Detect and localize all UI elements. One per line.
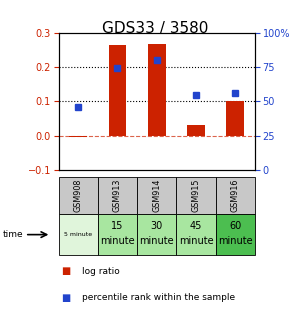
Text: 5 minute: 5 minute [64,232,92,237]
Text: ■: ■ [62,293,71,302]
Bar [69,136,87,137]
Text: minute: minute [218,235,253,246]
Text: GSM908: GSM908 [74,179,83,212]
Text: ■: ■ [62,267,71,276]
Bar [226,101,244,136]
Text: minute: minute [179,235,213,246]
Text: GSM915: GSM915 [192,179,200,212]
Text: percentile rank within the sample: percentile rank within the sample [82,293,235,302]
Text: minute: minute [100,235,135,246]
Text: 60: 60 [229,221,241,232]
Text: 45: 45 [190,221,202,232]
Bar [148,44,166,136]
Text: log ratio: log ratio [82,267,120,276]
Text: minute: minute [139,235,174,246]
Text: GSM913: GSM913 [113,179,122,212]
Text: GSM916: GSM916 [231,179,240,212]
Text: 15: 15 [111,221,124,232]
Bar [109,45,126,136]
Text: 30: 30 [151,221,163,232]
Bar [187,125,205,136]
Text: GDS33 / 3580: GDS33 / 3580 [102,21,209,36]
Text: GSM914: GSM914 [152,179,161,212]
Text: time: time [3,230,23,239]
